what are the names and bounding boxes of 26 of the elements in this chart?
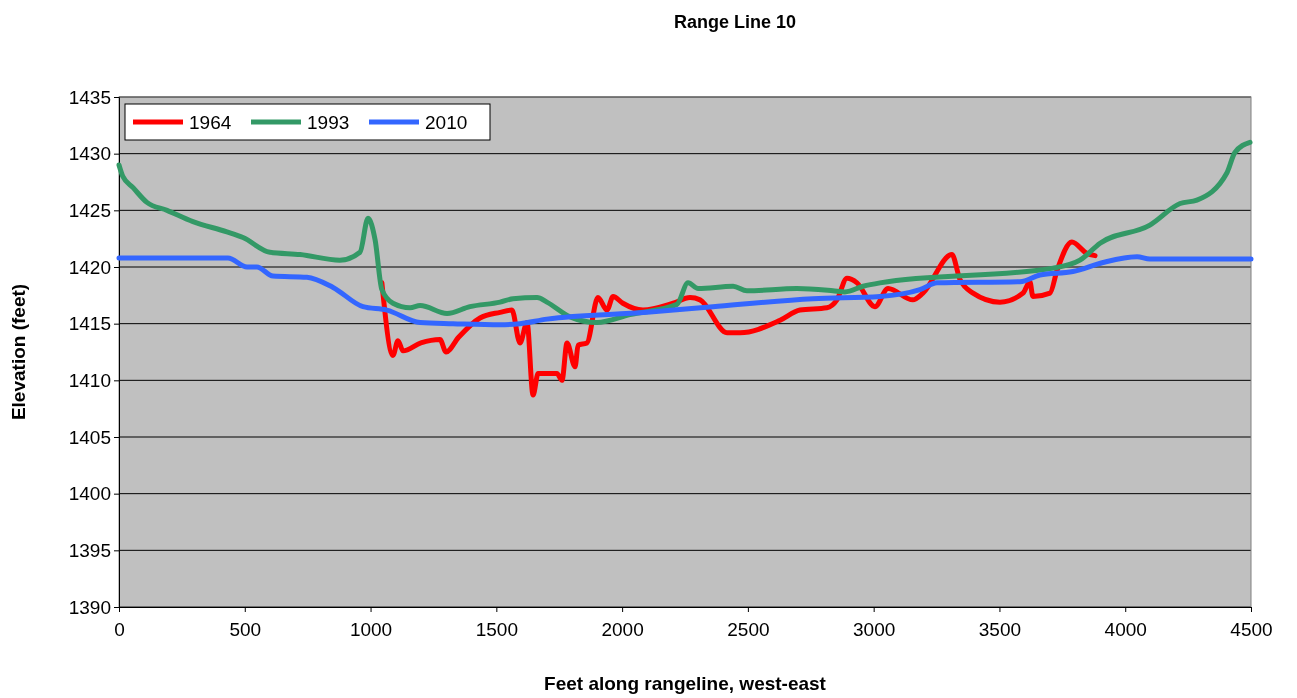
x-tick-label: 0 — [114, 618, 125, 640]
x-tick-label: 4500 — [1230, 618, 1273, 640]
y-tick-label: 1430 — [68, 143, 111, 165]
legend-label: 2010 — [425, 112, 468, 133]
x-tick-label: 2500 — [727, 618, 770, 640]
y-axis-title: Elevation (feet) — [8, 283, 29, 421]
chart-title: Range Line 10 — [673, 12, 797, 32]
y-tick-label: 1405 — [68, 426, 111, 448]
y-tick-label: 1400 — [68, 483, 111, 505]
legend-label: 1993 — [307, 112, 350, 133]
x-tick-label: 2000 — [601, 618, 644, 640]
legend-label: 1964 — [189, 112, 232, 133]
y-tick-label: 1410 — [68, 369, 111, 391]
x-tick-label: 3500 — [978, 618, 1022, 640]
y-tick-label: 1435 — [68, 86, 111, 108]
y-tick-label: 1420 — [68, 256, 111, 278]
x-tick-label: 500 — [229, 618, 262, 640]
y-tick-label: 1390 — [68, 596, 111, 618]
x-tick-label: 1500 — [475, 618, 518, 640]
y-tick-label: 1415 — [68, 313, 111, 335]
x-tick-label: 4000 — [1104, 618, 1147, 640]
x-tick-label: 3000 — [853, 618, 896, 640]
y-tick-label: 1395 — [68, 539, 111, 561]
x-tick-label: 1000 — [349, 618, 393, 640]
y-tick-label: 1425 — [68, 199, 111, 221]
x-axis-title: Feet along rangeline, west-east — [544, 673, 827, 694]
